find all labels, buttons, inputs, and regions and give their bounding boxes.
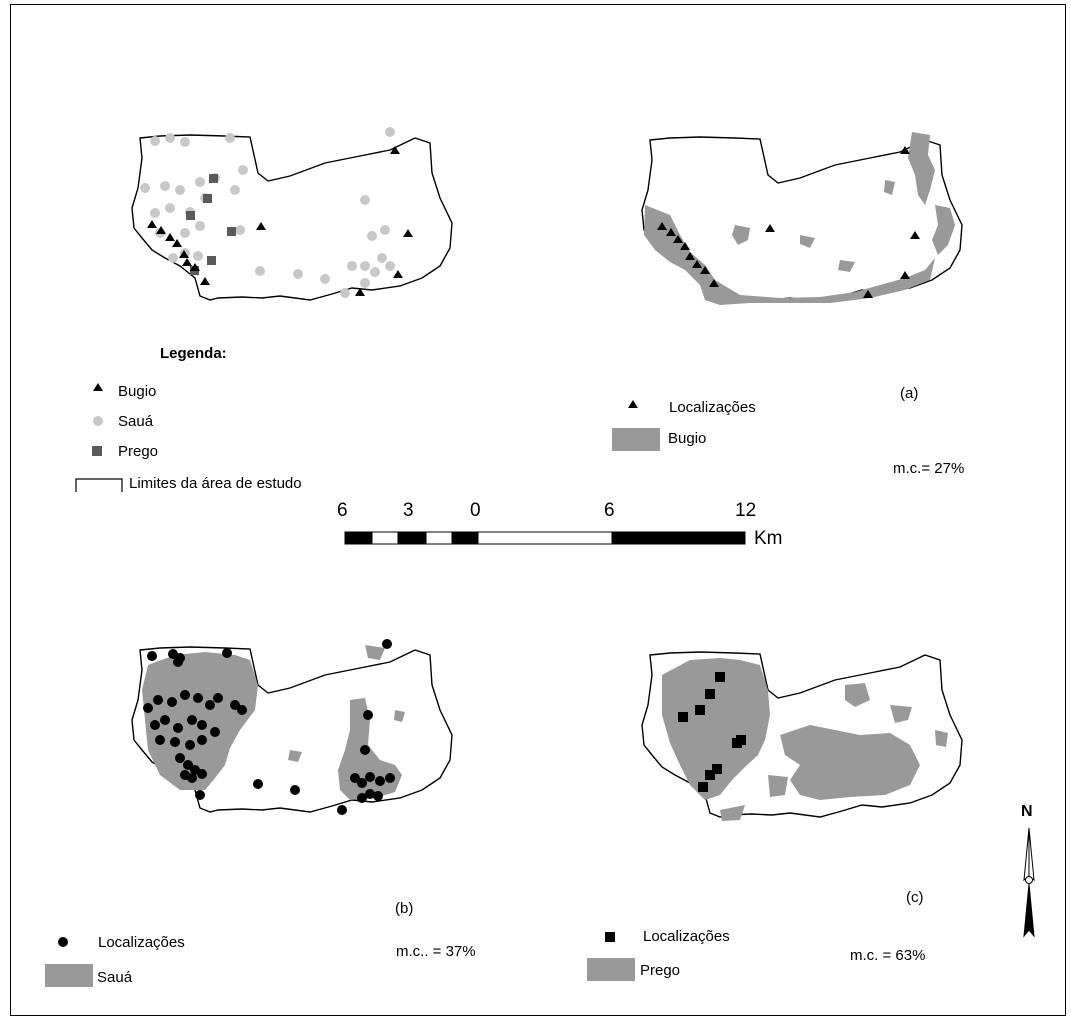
map-a-locations-label: Localizações [669, 399, 756, 416]
legend-prego-symbol [92, 446, 102, 456]
legend-item-boundary: Limites da área de estudo [129, 475, 302, 492]
bugio-habitat [644, 132, 955, 305]
map-b-area-label: Sauá [97, 969, 133, 986]
legend-symbols [75, 383, 123, 492]
legend-boundary-symbol [75, 478, 123, 492]
legend-title: Legenda: [160, 345, 227, 362]
scale-tick-0: 0 [470, 500, 481, 521]
map-c-area-label: Prego [640, 962, 681, 979]
map-a-area-label: Bugio [668, 430, 707, 447]
overview-map [131, 127, 453, 301]
map-b-locations-label: Localizações [98, 934, 185, 951]
map-c-mc: m.c. = 63% [850, 947, 926, 964]
scale-tick-6: 6 [604, 500, 615, 521]
scale-tick-12: 12 [735, 500, 757, 521]
map-b-locations-symbol [58, 937, 68, 947]
map-b-mc: m.c.. = 37% [396, 943, 476, 960]
map-a-locations-symbol [628, 400, 638, 408]
map-a-label: (a) [900, 385, 919, 402]
map-b-area-symbol [45, 964, 93, 987]
map-b-saua [131, 639, 453, 815]
legend-saua-symbol [93, 416, 103, 426]
scale-unit: Km [754, 528, 783, 549]
legend-item-prego: Prego [118, 443, 159, 460]
map-c-locations-symbol [605, 932, 615, 942]
saua-locations [143, 639, 395, 815]
map-c-prego [641, 651, 963, 821]
map-c-label: (c) [906, 889, 924, 906]
prego-locations [678, 672, 746, 792]
bugio-points [147, 146, 413, 296]
bugio-locations [657, 146, 920, 298]
map-c-area-symbol [587, 958, 635, 981]
map-a-mc: m.c.= 27% [893, 460, 965, 477]
prego-habitat [662, 658, 948, 821]
saua-points [140, 127, 395, 298]
map-c-locations-label: Localizações [643, 928, 730, 945]
legend-item-bugio: Bugio [118, 383, 157, 400]
scale-tick-3: 3 [403, 500, 414, 521]
map-a-area-symbol [612, 428, 660, 451]
map-b-label: (b) [395, 900, 414, 917]
scale-tick-6-left: 6 [337, 500, 348, 521]
legend-item-saua: Sauá [118, 413, 154, 430]
north-arrow-icon [1023, 827, 1035, 938]
map-a-bugio [641, 132, 963, 305]
north-label: N [1021, 803, 1033, 820]
legend-bugio-symbol [93, 383, 103, 391]
scale-bar-graphic [344, 531, 746, 545]
study-area-outline [131, 134, 453, 301]
